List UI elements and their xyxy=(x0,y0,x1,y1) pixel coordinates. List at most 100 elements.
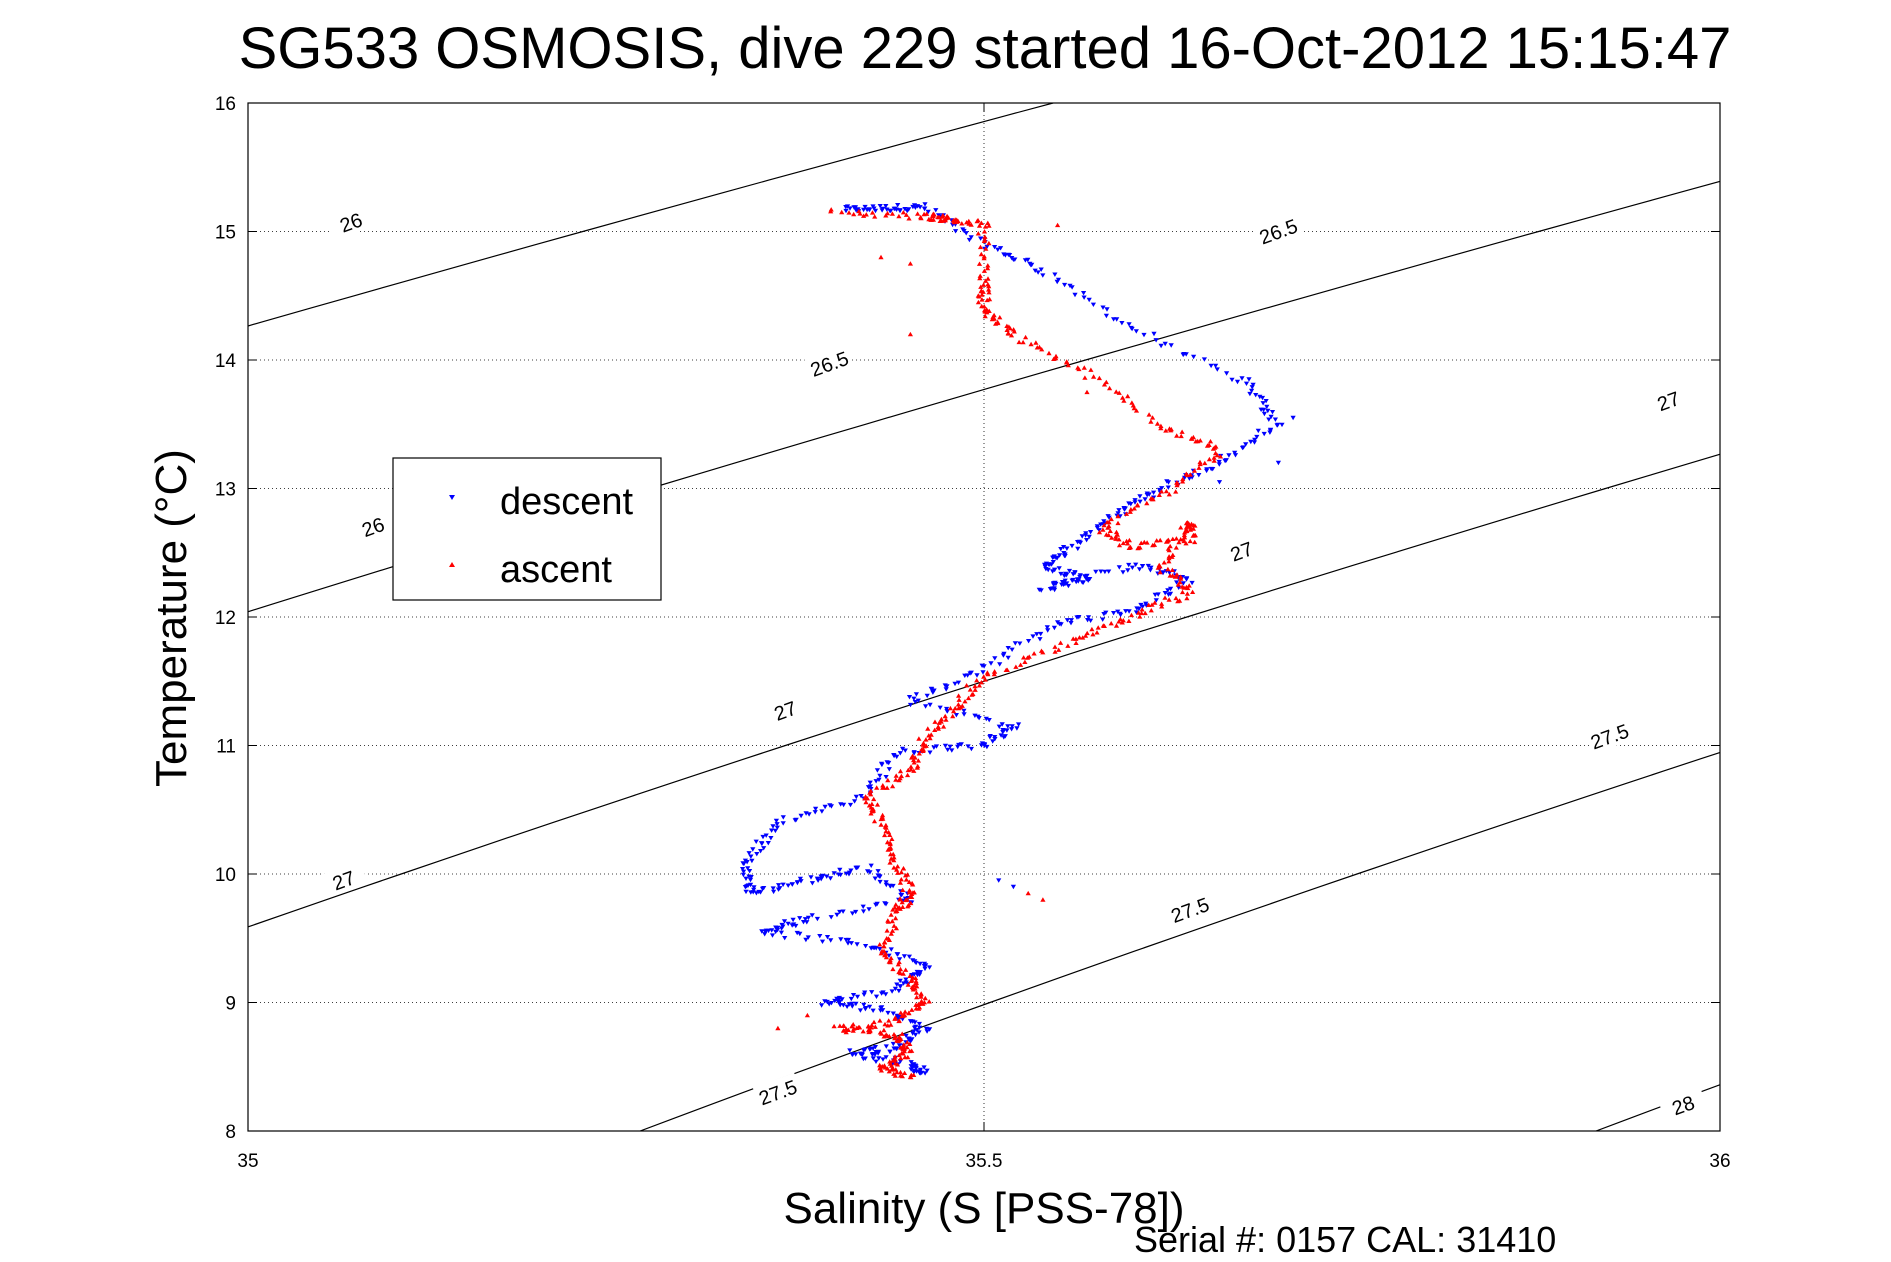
ascent-point xyxy=(1175,582,1181,587)
ascent-point xyxy=(893,902,899,907)
ascent-point xyxy=(1125,541,1131,546)
ascent-point xyxy=(1033,340,1039,345)
ascent-point xyxy=(892,1061,899,1066)
ascent-point xyxy=(950,218,956,223)
ascent-point xyxy=(925,726,931,731)
ascent-point xyxy=(878,951,884,956)
descent-point xyxy=(992,656,998,661)
ascent-point xyxy=(984,310,990,315)
descent-point xyxy=(870,1008,876,1013)
ascent-point xyxy=(804,1012,810,1018)
descent-point xyxy=(873,1050,879,1055)
descent-point xyxy=(877,204,883,209)
contour-label-bg xyxy=(1164,890,1215,928)
descent-point xyxy=(808,875,814,880)
ascent-point xyxy=(897,966,904,972)
ascent-point xyxy=(978,251,984,257)
descent-point xyxy=(780,821,786,826)
descent-point xyxy=(1085,618,1091,623)
descent-point xyxy=(1176,585,1182,590)
descent-point xyxy=(963,231,969,236)
descent-point xyxy=(1014,726,1020,731)
ascent-point xyxy=(1180,479,1186,484)
descent-point xyxy=(848,996,854,1002)
ascent-point xyxy=(1084,389,1090,395)
descent-point xyxy=(992,245,998,250)
descent-point xyxy=(1216,462,1222,467)
descent-point xyxy=(922,966,928,972)
descent-point xyxy=(1119,321,1125,326)
descent-point xyxy=(860,904,866,909)
ascent-point xyxy=(1113,389,1119,394)
descent-point xyxy=(761,886,767,891)
descent-point xyxy=(906,207,912,212)
descent-point xyxy=(861,207,867,213)
descent-point xyxy=(1101,612,1107,617)
descent-point xyxy=(1072,292,1078,298)
descent-point xyxy=(961,712,967,717)
ascent-point xyxy=(878,1031,885,1036)
ascent-point xyxy=(869,210,876,215)
descent-point xyxy=(1137,499,1143,504)
descent-point xyxy=(914,1028,920,1033)
ascent-point xyxy=(888,856,894,861)
descent-point xyxy=(900,746,906,752)
descent-point xyxy=(1151,495,1157,500)
descent-point xyxy=(894,754,900,760)
ascent-point xyxy=(863,799,869,805)
descent-point xyxy=(907,1039,914,1044)
descent-point xyxy=(917,961,923,967)
ascent-point xyxy=(932,719,938,724)
ascent-point xyxy=(981,674,987,679)
descent-point xyxy=(1043,567,1049,572)
descent-point xyxy=(769,928,775,933)
descent-point xyxy=(1216,480,1223,485)
descent-point xyxy=(843,208,849,214)
descent-point xyxy=(916,1030,922,1035)
descent-point xyxy=(1255,428,1261,434)
descent-point xyxy=(860,909,867,914)
contour-label-bg xyxy=(1216,531,1267,570)
ascent-point xyxy=(1025,890,1031,896)
ascent-point xyxy=(1178,576,1184,581)
descent-point xyxy=(1279,422,1285,428)
descent-point xyxy=(782,936,788,941)
descent-point xyxy=(838,937,844,942)
ascent-point xyxy=(979,297,985,302)
descent-point xyxy=(1133,329,1139,334)
ascent-point xyxy=(896,1052,902,1058)
descent-point xyxy=(772,828,778,834)
descent-point xyxy=(1168,586,1174,592)
ascent-point xyxy=(967,687,973,692)
ascent-point xyxy=(952,705,958,711)
ascent-point xyxy=(855,1025,862,1030)
ascent-point xyxy=(1154,538,1160,543)
ascent-point xyxy=(1107,528,1113,533)
ascent-point xyxy=(894,1038,900,1043)
ascent-point xyxy=(887,832,893,837)
descent-point xyxy=(1165,485,1171,490)
ascent-point xyxy=(868,1025,874,1030)
descent-point xyxy=(962,673,968,678)
descent-point xyxy=(1070,577,1076,583)
descent-point xyxy=(945,747,951,753)
descent-point xyxy=(972,713,978,718)
ascent-point xyxy=(941,724,947,729)
descent-point xyxy=(876,874,882,879)
ascent-point xyxy=(1179,584,1185,589)
descent-point xyxy=(1010,884,1016,890)
ascent-point xyxy=(922,995,928,1001)
ascent-point xyxy=(1156,562,1162,568)
ascent-point xyxy=(1180,476,1186,482)
descent-point xyxy=(1054,279,1060,285)
descent-point xyxy=(1165,588,1171,593)
descent-point xyxy=(937,705,943,710)
descent-point xyxy=(850,993,857,998)
ascent-point xyxy=(906,887,913,893)
ascent-point xyxy=(1148,608,1154,613)
ascent-point xyxy=(1065,362,1071,368)
ascent-point xyxy=(845,1027,851,1032)
descent-point xyxy=(758,849,764,854)
descent-point xyxy=(1153,598,1159,603)
descent-point xyxy=(1264,404,1270,410)
